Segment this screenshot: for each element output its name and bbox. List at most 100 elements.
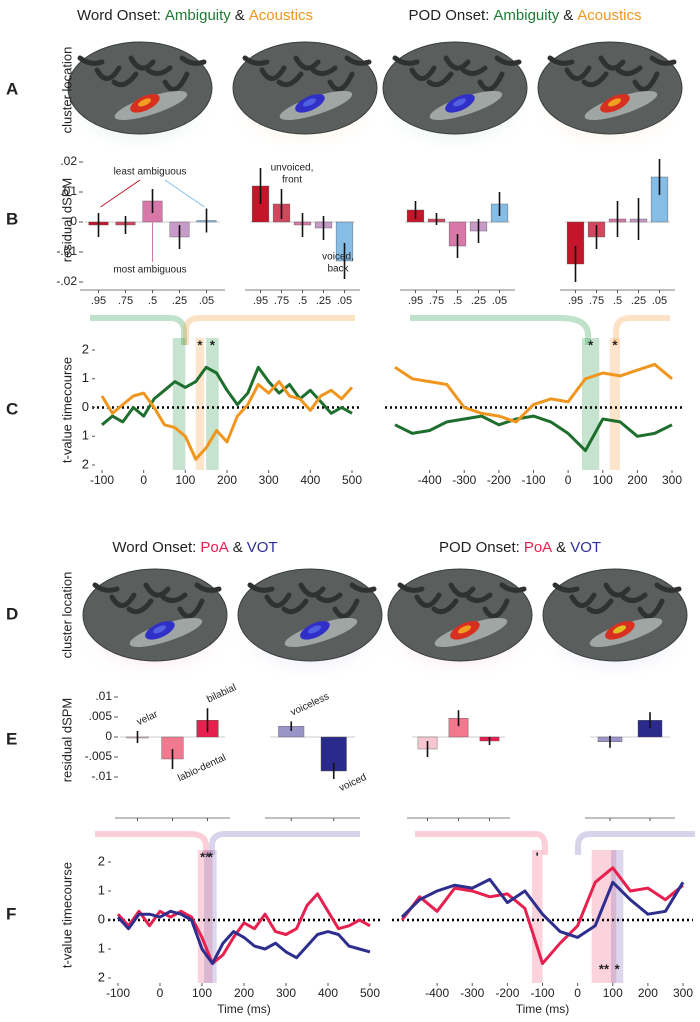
panel-title: Word Onset: PoA & VOT <box>112 539 277 556</box>
brain-sulcus <box>637 598 665 619</box>
brain-sulcus <box>465 592 493 603</box>
brain-sulcus <box>547 55 575 66</box>
brain-sulcus <box>143 582 171 598</box>
y-tick-label: 2 <box>82 341 89 356</box>
brain <box>542 568 688 662</box>
brain-sulcus <box>581 71 609 88</box>
x-tick-label: 0 <box>140 473 147 487</box>
x-tick-label: 0 <box>565 473 572 487</box>
title-joiner: & <box>235 7 245 24</box>
x-axis-label: Time (ms) <box>217 1002 271 1016</box>
y-tick-label: .01 <box>60 184 77 198</box>
x-axis-label: Time (ms) <box>516 1002 570 1016</box>
row-label: cluster location <box>59 572 74 659</box>
cluster-core <box>608 98 621 107</box>
brain-sulcus <box>443 55 471 71</box>
cluster-core <box>458 625 471 634</box>
x-tick-label: -100 <box>521 473 545 487</box>
brain-sulcus <box>649 55 677 66</box>
series-line <box>400 866 684 965</box>
title-second: Acoustics <box>577 7 641 24</box>
y-tick-label: -.01 <box>91 769 112 783</box>
brain-sulcus <box>392 55 420 66</box>
y-tick-label: 0 <box>82 399 89 414</box>
x-tick-label: -100 <box>106 986 130 1000</box>
annotation: voiced, <box>322 252 354 263</box>
title-first: Ambiguity <box>493 7 559 24</box>
x-tick-label: .05 <box>492 295 507 307</box>
brain-sulcus <box>109 592 137 608</box>
x-tick-label: 200 <box>638 986 658 1000</box>
brain-sulcus <box>160 592 188 603</box>
brain-sulcus <box>242 55 270 66</box>
x-tick-label: .95 <box>253 295 268 307</box>
x-tick-label: .25 <box>471 295 486 307</box>
y-tick-label: -.02 <box>56 274 77 288</box>
panel-letter: D <box>6 604 18 623</box>
x-tick-label: 500 <box>342 473 362 487</box>
connector <box>575 831 695 855</box>
title-joiner: & <box>556 539 566 556</box>
bar-label: labio-dental <box>176 752 228 784</box>
brain <box>237 568 383 662</box>
series-line <box>400 877 685 939</box>
significance: * <box>615 961 621 976</box>
title-joiner: & <box>233 539 243 556</box>
bar-label: velar <box>135 709 160 728</box>
connector <box>90 315 187 345</box>
x-tick-label: .5 <box>613 295 622 307</box>
title-second: VOT <box>570 539 601 556</box>
x-tick-label: 300 <box>259 473 279 487</box>
brain <box>537 41 683 135</box>
brain-sulcus <box>431 598 459 615</box>
row-label: residual dSPM <box>59 698 74 783</box>
title-second: Acoustics <box>249 7 313 24</box>
series-line <box>116 909 371 965</box>
y-tick-label: 2 <box>82 456 89 471</box>
title-lead: POD Onset: <box>409 7 490 24</box>
series-line <box>394 414 673 453</box>
y-tick-label: .01 <box>95 689 112 703</box>
arrow <box>164 179 205 208</box>
y-tick-label: -.01 <box>56 244 77 258</box>
x-tick-label: -400 <box>425 986 449 1000</box>
brain-sulcus <box>298 582 326 598</box>
highlight <box>206 338 219 470</box>
row-label: cluster location <box>59 47 74 134</box>
x-tick-label: .75 <box>429 295 444 307</box>
brain-sulcus <box>448 582 476 598</box>
x-tick-label: 0 <box>157 986 164 1000</box>
highlight <box>591 850 617 983</box>
x-tick-label: .95 <box>91 295 106 307</box>
brain-sulcus <box>620 592 648 603</box>
cluster-core <box>308 625 321 634</box>
y-tick-label: 0 <box>98 911 105 926</box>
brain-sulcus <box>344 55 372 66</box>
row-label: residual dSPM <box>59 178 74 263</box>
brain-sulcus <box>310 65 338 76</box>
x-tick-label: -300 <box>452 473 476 487</box>
significance: ' <box>536 849 539 864</box>
x-tick-label: 300 <box>673 986 693 1000</box>
y-tick-label: 1 <box>98 882 105 897</box>
brain <box>232 41 378 135</box>
series-line <box>100 380 354 461</box>
x-tick-label: 100 <box>175 473 195 487</box>
x-tick-label: .25 <box>316 295 331 307</box>
panel-title: POD Onset: PoA & VOT <box>439 539 601 556</box>
brain-sulcus <box>259 65 287 81</box>
title-joiner: & <box>563 7 573 24</box>
cluster-core <box>613 625 626 634</box>
significance: * <box>612 337 618 352</box>
annotation: unvoiced, <box>271 163 314 174</box>
panel-title: POD Onset: Ambiguity & Acoustics <box>409 7 642 24</box>
y-tick-label: 1 <box>82 428 89 443</box>
y-tick-label: .02 <box>60 154 77 168</box>
brain-sulcus <box>293 55 321 71</box>
x-tick-label: -100 <box>530 986 554 1000</box>
significance: * <box>210 337 216 352</box>
brain-sulcus <box>264 592 292 608</box>
brain-sulcus <box>276 71 304 88</box>
x-tick-label: .05 <box>199 295 214 307</box>
